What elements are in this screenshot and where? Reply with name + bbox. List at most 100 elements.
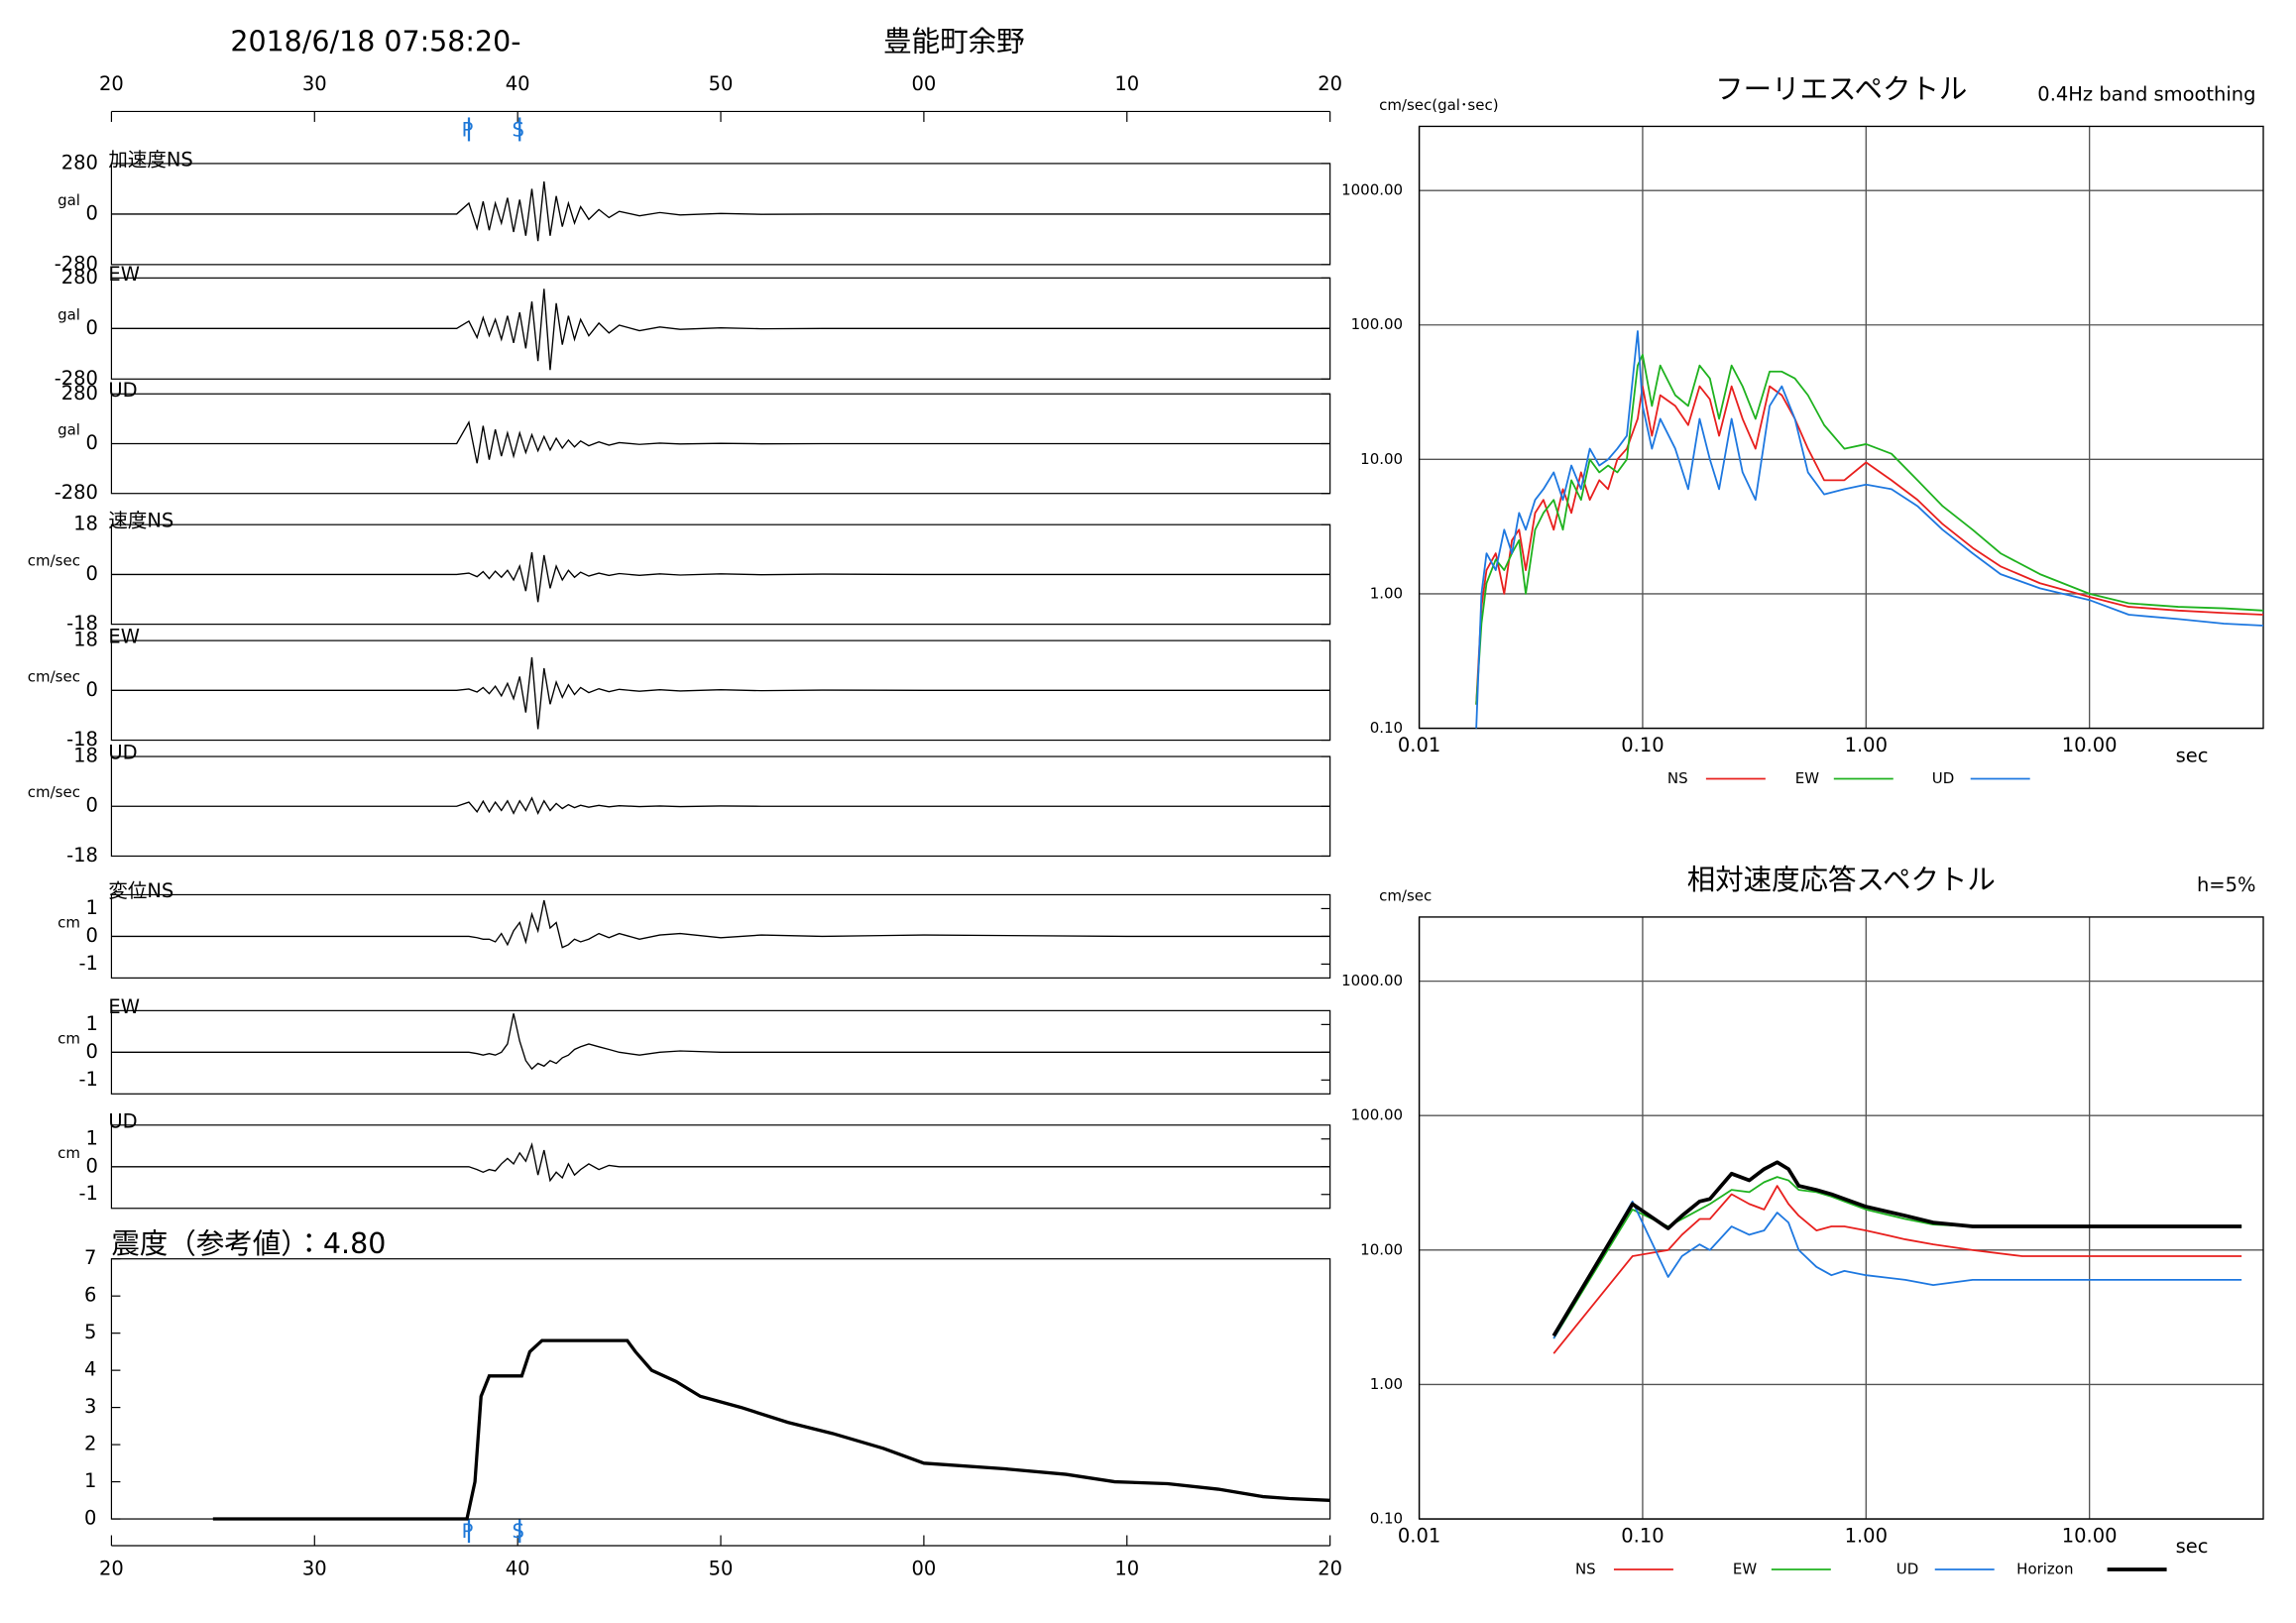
y-tick-label: 3 [84, 1395, 96, 1418]
legend-label: NS [1575, 1561, 1596, 1578]
y-tick-label: 18 [73, 745, 98, 767]
y-tick-label: 1.00 [1370, 1375, 1403, 1393]
y-tick-label: 280 [61, 382, 98, 405]
y-tick-label: 0 [86, 201, 98, 224]
y-tick-label: 0 [86, 678, 98, 701]
y-axis-label: cm/sec [1379, 886, 1432, 904]
y-tick-label: 0 [86, 316, 98, 339]
chart-title: 相対速度応答スペクトル [1687, 864, 1996, 896]
station-name: 豊能町余野 [883, 26, 1024, 58]
x-tick-label: 30 [302, 1558, 327, 1580]
spectrum-line [1551, 1160, 2242, 1337]
phase-label: P [462, 1520, 474, 1543]
y-tick-label: 7 [84, 1246, 96, 1269]
x-tick-label: 10.00 [2062, 734, 2118, 756]
y-axis-label: cm/sec(gal･sec) [1379, 96, 1498, 114]
y-tick-label: -18 [66, 612, 98, 635]
plot-frame [1418, 916, 2264, 1520]
y-tick-label: 100.00 [1351, 315, 1403, 333]
plot-frame [1418, 125, 2264, 730]
x-tick-label: 0.10 [1621, 1525, 1664, 1548]
y-tick-label: 10.00 [1360, 450, 1403, 468]
intensity-line [212, 1338, 1330, 1521]
waveform-trace [111, 656, 1330, 730]
x-tick-label: 20 [1318, 72, 1342, 95]
x-tick-label: 0.10 [1621, 734, 1664, 756]
x-axis-label: sec [2176, 1535, 2209, 1558]
y-tick-label: 1 [84, 1469, 96, 1492]
y-tick-label: -280 [55, 481, 98, 504]
y-tick-label: -18 [66, 844, 98, 867]
x-tick-label: 20 [1318, 1558, 1342, 1580]
panel-unit: gal [57, 191, 80, 209]
legend-label: UD [1932, 769, 1955, 787]
spectrum-line [1475, 385, 2264, 705]
phase-label: P [462, 118, 474, 141]
panel-name: UD [108, 379, 137, 402]
legend-label: NS [1667, 769, 1688, 787]
legend-label: Horizon [2016, 1561, 2073, 1578]
y-tick-label: 2 [84, 1433, 96, 1455]
panel-name: UD [108, 742, 137, 764]
waveform-trace [111, 1141, 1330, 1183]
panel-unit: cm/sec [28, 667, 80, 685]
panel-name: UD [108, 1109, 137, 1132]
waveform-trace [111, 796, 1330, 815]
panel-unit: gal [57, 305, 80, 323]
waveform-trace [111, 551, 1330, 603]
y-tick-label: 280 [61, 151, 98, 174]
chart-title: フーリエスペクトル [1715, 72, 1967, 105]
x-tick-label: 20 [99, 1558, 124, 1580]
spectrum-line [1475, 353, 2264, 705]
y-tick-label: -18 [66, 728, 98, 751]
spectrum-line [1552, 1185, 2242, 1354]
x-tick-label: 0.01 [1398, 734, 1440, 756]
x-tick-label: 00 [912, 1558, 937, 1580]
x-tick-label: 40 [506, 1558, 530, 1580]
y-tick-label: 1000.00 [1341, 972, 1403, 989]
y-tick-label: 1 [86, 1126, 98, 1149]
spectrum-line [1475, 330, 2264, 729]
y-tick-label: 1000.00 [1341, 181, 1403, 199]
waveform-trace [111, 899, 1330, 949]
y-tick-label: 5 [84, 1321, 96, 1343]
x-tick-label: 10.00 [2062, 1525, 2118, 1548]
intensity-title: 震度（参考値）：4.80 [111, 1227, 386, 1260]
y-tick-label: 0 [86, 1154, 98, 1177]
panel-name: EW [108, 995, 140, 1018]
x-tick-label: 10 [1114, 72, 1139, 95]
panel-name: EW [108, 626, 140, 648]
y-tick-label: 100.00 [1351, 1106, 1403, 1124]
panel-unit: cm/sec [28, 551, 80, 569]
panel-name: 加速度NS [108, 148, 192, 171]
y-tick-label: 18 [73, 629, 98, 651]
y-tick-label: -1 [79, 1182, 98, 1205]
y-tick-label: 1 [86, 896, 98, 919]
x-tick-label: 50 [709, 72, 734, 95]
x-tick-label: 1.00 [1845, 1525, 1888, 1548]
panel-unit: cm [57, 1029, 80, 1047]
y-tick-label: 1.00 [1370, 584, 1403, 602]
x-tick-label: 50 [709, 1558, 734, 1580]
panel-unit: cm/sec [28, 783, 80, 801]
y-tick-label: 0 [86, 562, 98, 585]
waveform-trace [111, 180, 1330, 242]
y-tick-label: 0.10 [1370, 1510, 1403, 1528]
y-tick-label: 18 [73, 513, 98, 535]
y-tick-label: -280 [55, 252, 98, 275]
x-tick-label: 30 [302, 72, 327, 95]
phase-label: S [513, 1520, 524, 1543]
y-tick-label: 0 [86, 924, 98, 947]
legend-label: EW [1733, 1561, 1757, 1578]
waveform-trace [111, 419, 1330, 464]
spectrum-line [1552, 1200, 2242, 1339]
y-tick-label: 4 [84, 1358, 96, 1381]
x-tick-label: 10 [1114, 1558, 1139, 1580]
y-tick-label: 0.10 [1370, 719, 1403, 737]
y-tick-label: 10.00 [1360, 1240, 1403, 1258]
chart-note: 0.4Hz band smoothing [2037, 82, 2255, 105]
panel-name: 変位NS [108, 879, 173, 902]
intensity-frame [110, 1258, 1331, 1520]
